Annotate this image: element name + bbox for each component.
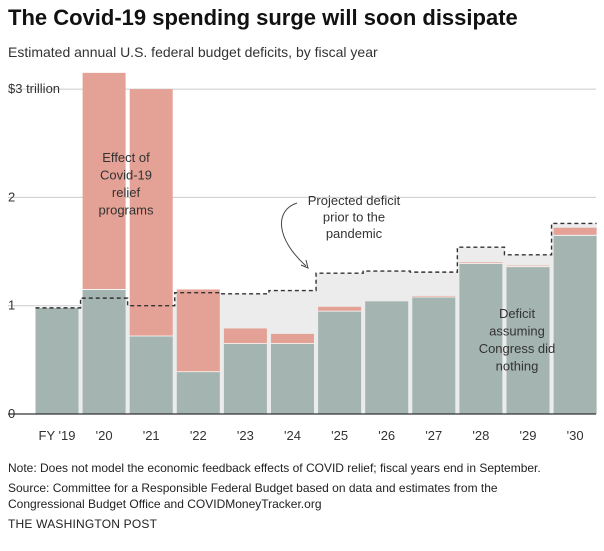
bar-baseline-10 [506,266,550,414]
annotation-covid-relief-line-0: Effect of [102,150,150,165]
annotation-arrowhead [300,259,309,269]
annotation-baseline-line-2: Congress did [479,341,556,356]
y-tick-label-0: 0 [8,406,15,421]
bar-baseline-0 [35,307,79,414]
bar-baseline-9 [459,263,503,414]
y-tick-label-3: $3 trillion [8,81,60,96]
annotation-baseline-line-3: nothing [496,359,539,374]
x-tick-label-10: '29 [520,428,537,443]
x-tick-label-7: '26 [378,428,395,443]
y-tick-label-1: 1 [8,298,15,313]
annotation-pre-pandemic-line-0: Projected deficit [308,193,401,208]
publisher-credit: THE WASHINGTON POST [8,517,158,531]
bar-covid-relief-3 [176,289,220,372]
chart-note: Note: Does not model the economic feedba… [8,461,541,475]
annotation-covid-relief-line-2: relief [112,185,141,200]
bar-baseline-11 [553,235,597,414]
bar-baseline-8 [412,297,456,414]
x-tick-label-4: '23 [237,428,254,443]
bar-covid-relief-1 [82,72,126,290]
annotation-baseline-line-1: assuming [489,324,545,339]
annotation-covid-relief-line-1: Covid-19 [100,168,152,183]
annotation-baseline-line-0: Deficit [499,306,536,321]
bar-covid-relief-6 [318,306,362,312]
bar-baseline-2 [129,336,173,414]
deficit-bar-chart: 0 1 2 $3 trillion FY '19 '20 '21 '22 '23 '24 '25 '2… [8,72,597,443]
chart-title: The Covid-19 spending surge will soon di… [8,5,518,30]
x-tick-label-9: '28 [472,428,489,443]
annotation-covid-relief-line-3: programs [99,203,154,218]
bar-baseline-6 [318,311,362,414]
bar-covid-relief-9 [459,262,503,264]
y-tick-label-2: 2 [8,189,15,204]
x-tick-label-11: '30 [567,428,584,443]
pre-pandemic-line [35,222,597,309]
chart-subtitle: Estimated annual U.S. federal budget def… [8,44,378,60]
x-tick-label-1: '20 [96,428,113,443]
bar-covid-relief-8 [412,295,456,298]
x-tick-label-8: '27 [425,428,442,443]
x-tick-label-6: '25 [331,428,348,443]
bar-baseline-4 [223,343,267,414]
bar-covid-relief-2 [129,89,173,337]
annotation-arrow [281,202,307,267]
x-tick-label-2: '21 [143,428,160,443]
bar-baseline-5 [271,343,314,414]
bar-baseline-1 [82,289,126,414]
bar-baseline-3 [176,371,220,414]
annotation-pre-pandemic-line-2: pandemic [326,226,383,241]
bar-covid-relief-4 [223,328,267,344]
chart-source: Source: Committee for a Responsible Fede… [8,481,498,511]
x-tick-label-0: FY '19 [39,428,76,443]
bar-baseline-7 [365,301,409,414]
x-tick-label-3: '22 [190,428,207,443]
bar-covid-relief-11 [553,227,597,236]
x-tick-label-5: '24 [284,428,301,443]
bar-covid-relief-10 [506,265,550,267]
pre-pandemic-area [35,223,597,414]
annotation-pre-pandemic-line-1: prior to the [323,210,385,225]
bar-covid-relief-5 [271,333,314,344]
